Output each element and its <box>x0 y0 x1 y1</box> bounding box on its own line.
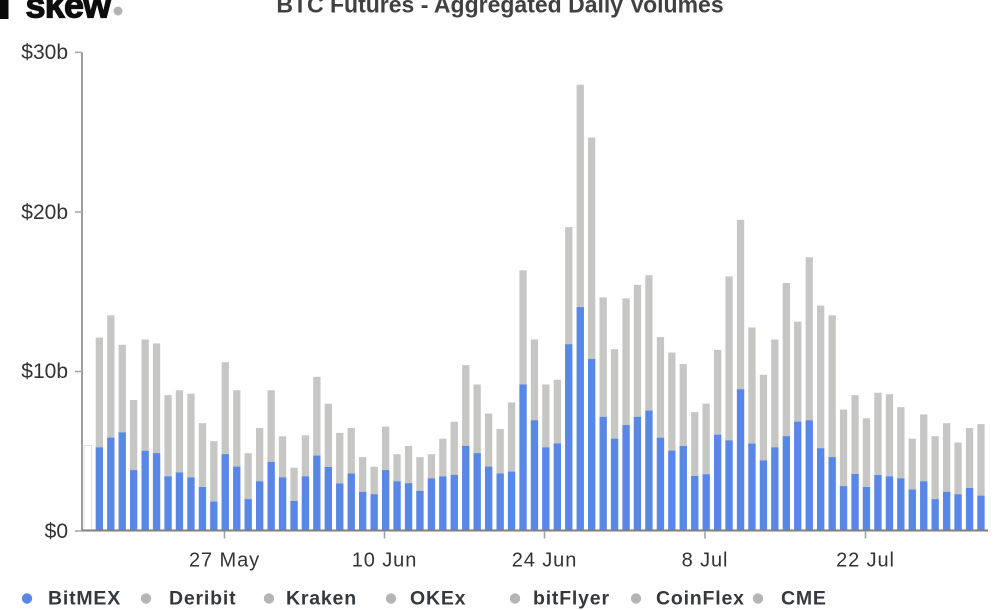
svg-text:22 Jul: 22 Jul <box>836 550 895 572</box>
svg-text:$0: $0 <box>45 520 68 543</box>
svg-text:27 May: 27 May <box>189 550 260 572</box>
svg-text:CoinFlex: CoinFlex <box>656 588 745 610</box>
svg-text:$20b: $20b <box>21 201 68 224</box>
svg-text:8 Jul: 8 Jul <box>682 550 729 572</box>
svg-text:BitMEX: BitMEX <box>48 588 121 610</box>
svg-text:OKEx: OKEx <box>410 588 466 610</box>
svg-text:Kraken: Kraken <box>286 588 357 610</box>
svg-text:$10b: $10b <box>21 360 68 383</box>
svg-text:skew: skew <box>26 0 113 26</box>
svg-text:CME: CME <box>781 588 827 610</box>
svg-text:$30b: $30b <box>21 41 68 64</box>
svg-text:bitFlyer: bitFlyer <box>533 588 610 610</box>
svg-text:10 Jun: 10 Jun <box>352 550 417 572</box>
svg-text:24 Jun: 24 Jun <box>512 550 577 572</box>
svg-text:BTC Futures - Aggregated Daily: BTC Futures - Aggregated Daily Volumes <box>276 0 723 18</box>
svg-text:Deribit: Deribit <box>169 588 236 610</box>
